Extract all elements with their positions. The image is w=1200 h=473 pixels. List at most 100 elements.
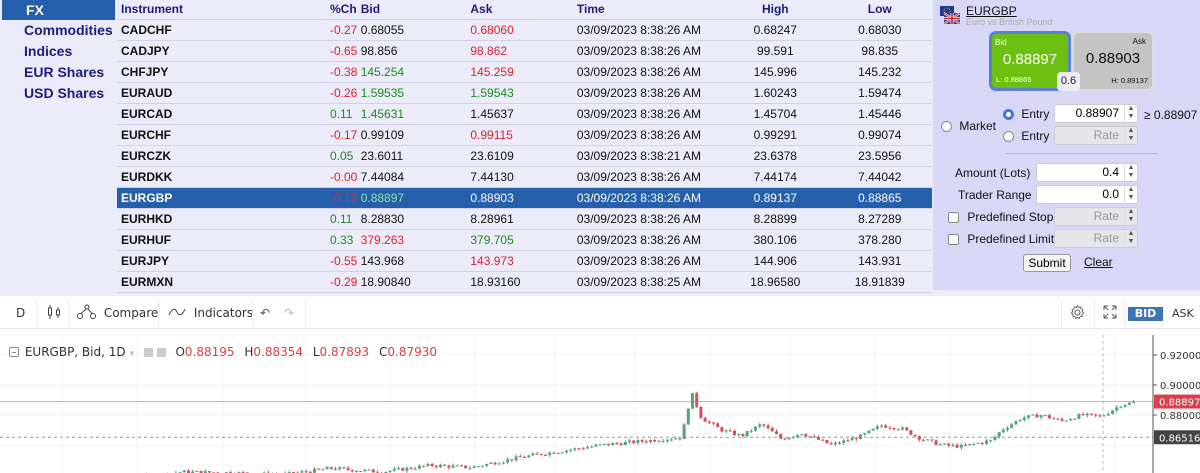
indicators-button[interactable]: Indicators [168, 298, 253, 329]
cell-high: 380.106 [723, 229, 828, 251]
header-bid[interactable]: Bid [360, 0, 471, 20]
price-chart[interactable]: 0.92000 0.90000 0.88000 0.88897 0.86516 EURG… [0, 335, 1200, 473]
quote-row-cadchf[interactable]: CADCHF -0.27 0.68055 0.68060 03/09/2023 8:38… [117, 19, 932, 41]
cell-bid: 143.968 [360, 250, 471, 272]
cell-time: 03/09/2023 8:38:26 AM [576, 61, 724, 83]
cell-high: 99.591 [723, 40, 828, 62]
cell-bid: 23.6011 [360, 145, 471, 167]
bid-toggle-button[interactable]: BID [1128, 307, 1163, 321]
category-commodities[interactable]: Commodities [24, 22, 113, 38]
ask-toggle-button[interactable]: ASK [1172, 307, 1194, 320]
cell-change: -0.29 [282, 271, 361, 293]
entry2-rate-input[interactable]: Rate ▲ ▼ [1054, 126, 1138, 145]
cell-ask: 0.88903 [470, 187, 577, 209]
stop-label: Predefined Stop [967, 210, 1054, 224]
ticket-symbol-link[interactable]: EURGBP [966, 4, 1017, 18]
limit-rate-input[interactable]: Rate ▲ ▼ [1054, 229, 1138, 248]
quote-row-eurgbp[interactable]: EURGBP -0.13 0.88897 0.88903 03/09/2023 8:38… [117, 187, 932, 209]
category-indices[interactable]: Indices [24, 43, 73, 59]
cell-ask: 0.99115 [470, 124, 577, 146]
ticket-divider [1006, 153, 1158, 154]
quote-row-eurhuf[interactable]: EURHUF 0.33 379.263 379.705 03/09/2023 8:38:… [117, 229, 932, 251]
quote-row-eurchf[interactable]: EURCHF -0.17 0.99109 0.99115 03/09/2023 8:38… [117, 124, 932, 146]
stop-rate-input[interactable]: Rate ▲ ▼ [1054, 207, 1138, 226]
candlestick-chart[interactable]: 0.92000 0.90000 0.88000 0.88897 0.86516 [0, 335, 1200, 473]
legend-open-value: 0.88195 [184, 345, 235, 359]
trade-ticket: EURGBP Euro vs British Pound Bid 0.88897… [933, 0, 1200, 290]
cell-instrument: EURCAD [117, 103, 282, 125]
amount-stepper[interactable]: ▲ ▼ [1124, 164, 1137, 181]
fullscreen-button[interactable] [1102, 298, 1118, 329]
legend-dropdown-icon[interactable]: ▾ [129, 349, 134, 359]
legend-visibility-icon[interactable] [143, 348, 153, 357]
cell-ask: 98.862 [470, 40, 577, 62]
gear-icon [1070, 305, 1085, 320]
quote-row-cadjpy[interactable]: CADJPY -0.65 98.856 98.862 03/09/2023 8:38:2… [117, 40, 932, 62]
limit-rate-stepper[interactable]: ▲ ▼ [1124, 230, 1137, 247]
amount-input[interactable]: 0.4 ▲ ▼ [1036, 163, 1138, 182]
entry-radio-group[interactable]: Entry [1003, 107, 1049, 121]
entry-rate-input[interactable]: 0.88907 ▲ ▼ [1054, 104, 1138, 123]
cell-bid: 1.59535 [360, 82, 471, 104]
header-instrument[interactable]: Instrument [117, 0, 282, 20]
quote-row-euraud[interactable]: EURAUD -0.26 1.59535 1.59543 03/09/2023 8:38… [117, 82, 932, 104]
legend-low-label: L [312, 345, 320, 359]
header-low[interactable]: Low [827, 0, 932, 20]
quote-row-eurcad[interactable]: EURCAD 0.11 1.45631 1.45637 03/09/2023 8:38:… [117, 103, 932, 125]
cell-low: 378.280 [827, 229, 932, 251]
cell-change: -0.13 [282, 187, 361, 209]
quote-row-eurhkd[interactable]: EURHKD 0.11 8.28830 8.28961 03/09/2023 8:38:… [117, 208, 932, 230]
legend-collapse-icon[interactable] [9, 347, 19, 357]
quote-row-eurjpy[interactable]: EURJPY -0.55 143.968 143.973 03/09/2023 8:38… [117, 250, 932, 272]
limit-rate-placeholder: Rate [1093, 231, 1119, 245]
settings-button[interactable] [1069, 298, 1086, 329]
cell-high: 23.6378 [723, 145, 828, 167]
header-high[interactable]: High [723, 0, 828, 20]
limit-checkbox[interactable] [948, 234, 959, 245]
category-usd-shares[interactable]: USD Shares [24, 85, 105, 101]
stop-checkbox[interactable] [948, 212, 959, 223]
cell-time: 03/09/2023 8:38:21 AM [576, 145, 724, 167]
cell-change: -0.27 [282, 19, 361, 41]
entry-radio-selected[interactable] [1003, 109, 1014, 120]
entry-rate-stepper[interactable]: ▲ ▼ [1124, 105, 1137, 122]
quote-row-chfjpy[interactable]: CHFJPY -0.38 145.254 145.259 03/09/2023 8:38… [117, 61, 932, 83]
limit-label: Predefined Limit [967, 232, 1055, 246]
header-ask[interactable]: Ask [470, 0, 577, 20]
cell-time: 03/09/2023 8:38:26 AM [576, 208, 724, 230]
candles-style-button[interactable] [46, 298, 62, 329]
spread-badge: 0.6 [1057, 72, 1080, 91]
range-input[interactable]: 0.0 ▲ ▼ [1036, 185, 1138, 204]
toolbar-separator [158, 298, 159, 329]
limit-checkbox-group[interactable]: Predefined Limit [948, 232, 1054, 246]
clear-link[interactable]: Clear [1084, 255, 1113, 269]
quote-row-eurmxn[interactable]: EURMXN -0.29 18.90840 18.93160 03/09/2023 8:… [117, 271, 932, 293]
entry2-rate-stepper[interactable]: ▲ ▼ [1124, 127, 1137, 144]
range-value: 0.0 [1102, 187, 1119, 201]
quote-row-eurdkk[interactable]: EURDKK -0.00 7.44084 7.44130 03/09/2023 8:38… [117, 166, 932, 188]
entry2-radio[interactable] [1003, 131, 1014, 142]
market-radio-group[interactable]: Market [941, 119, 996, 133]
range-stepper[interactable]: ▲ ▼ [1124, 186, 1137, 203]
price-axis[interactable]: 0.92000 0.90000 0.88000 0.88897 0.86516 [1153, 351, 1200, 445]
header-time[interactable]: Time [576, 0, 724, 20]
redo-button[interactable]: ↷ [284, 298, 294, 329]
legend-settings-icon[interactable] [156, 348, 166, 357]
compare-button[interactable]: Compare [76, 298, 158, 329]
stop-checkbox-group[interactable]: Predefined Stop [948, 210, 1053, 224]
cell-time: 03/09/2023 8:38:26 AM [576, 40, 724, 62]
category-fx[interactable]: FX [2, 0, 115, 20]
interval-button[interactable]: D [16, 306, 26, 320]
cell-high: 0.89137 [723, 187, 828, 209]
entry2-radio-group[interactable]: Entry [1003, 129, 1049, 143]
category-eur-shares[interactable]: EUR Shares [24, 64, 105, 80]
submit-button[interactable]: Submit [1023, 254, 1071, 272]
toolbar-separator [68, 298, 69, 329]
undo-button[interactable]: ↶ [260, 298, 270, 329]
ask-tile-button[interactable]: Ask 0.88903 H: 0.89137 [1072, 31, 1154, 91]
header-change[interactable]: %Ch [282, 0, 361, 20]
market-radio[interactable] [941, 121, 952, 132]
quote-row-eurczk[interactable]: EURCZK 0.05 23.6011 23.6109 03/09/2023 8:38:… [117, 145, 932, 167]
stop-rate-stepper[interactable]: ▲ ▼ [1124, 208, 1137, 225]
legend-symbol[interactable]: EURGBP, Bid, 1D [24, 345, 126, 359]
